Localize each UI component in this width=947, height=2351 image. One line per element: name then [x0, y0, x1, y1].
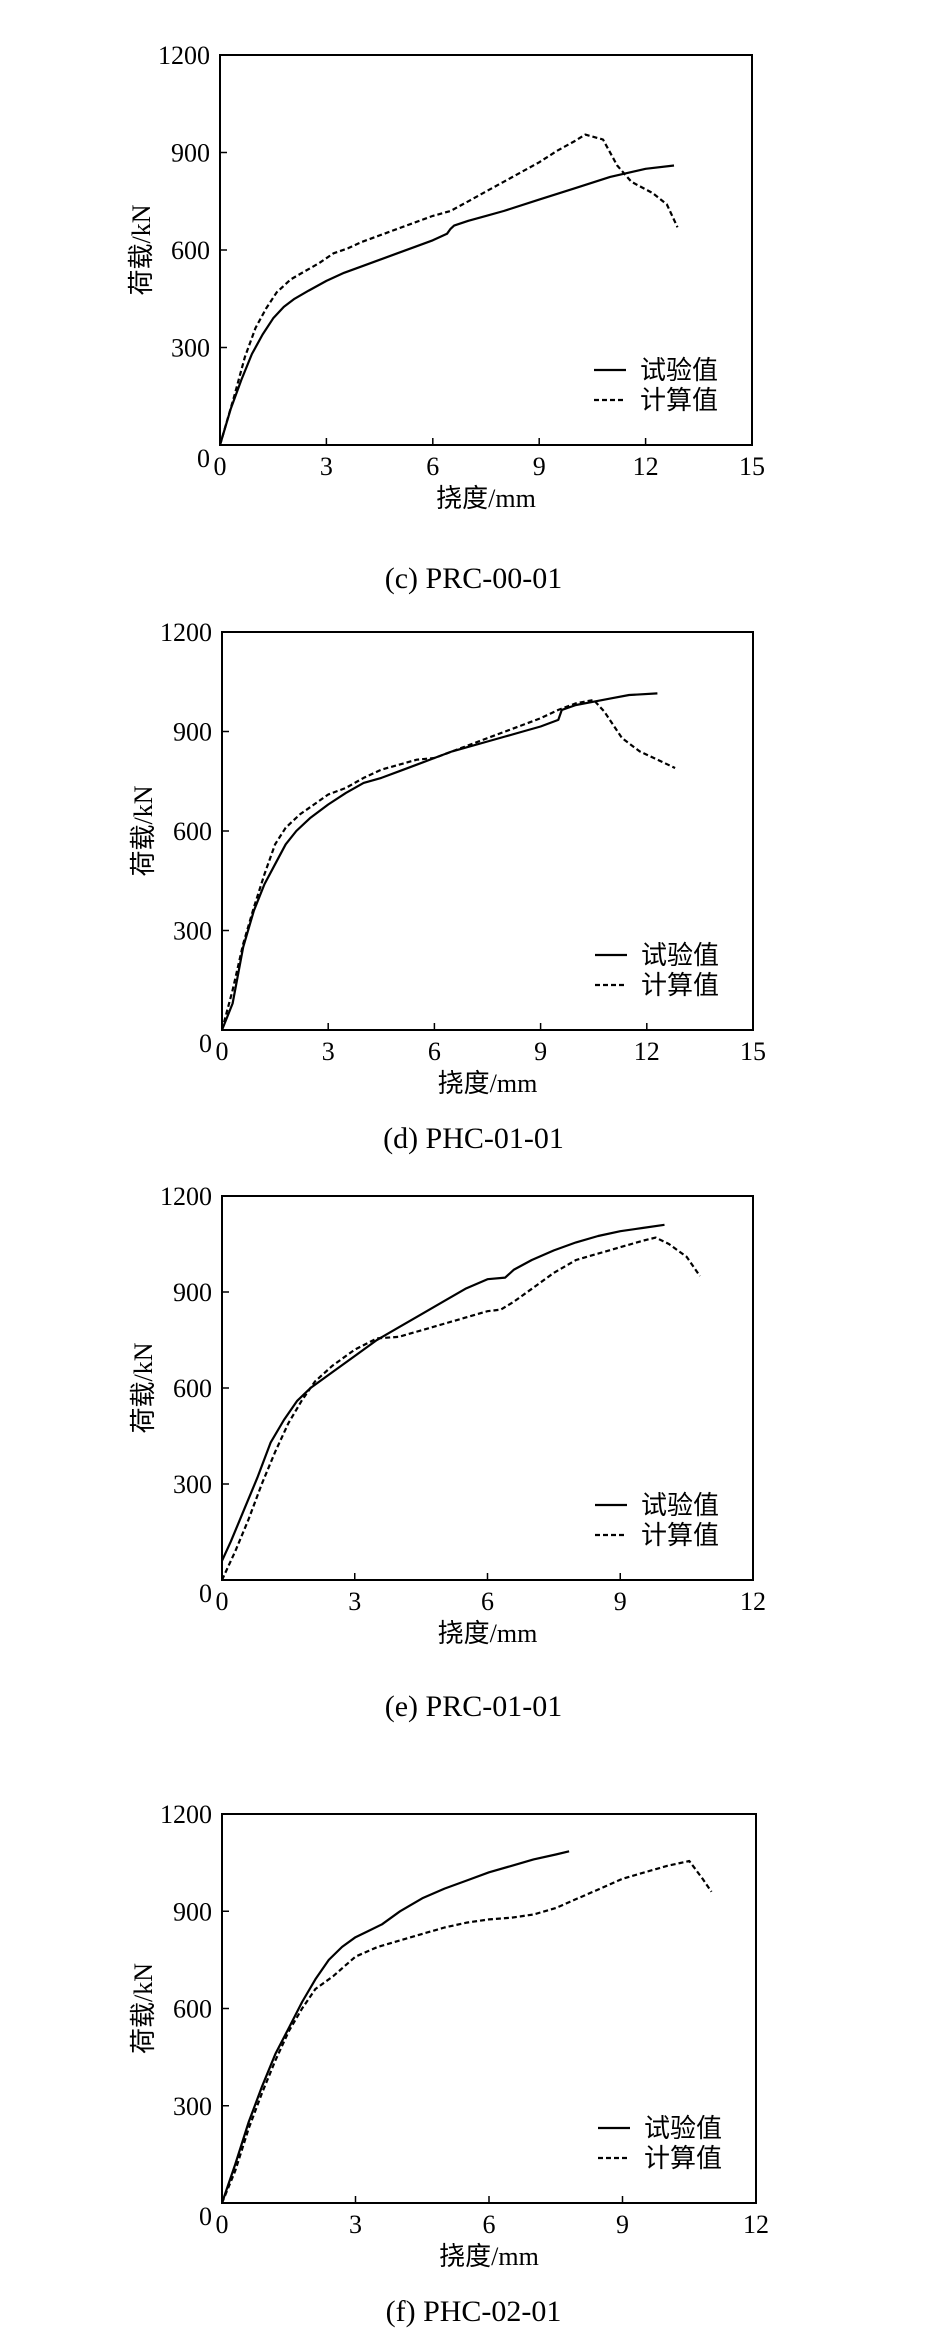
series-line-calc	[220, 698, 676, 1031]
y-tick-label: 0	[199, 2202, 212, 2231]
legend-label: 计算值	[644, 2144, 722, 2173]
x-tick-label: 6	[426, 452, 439, 481]
x-tick-label: 3	[322, 1037, 335, 1066]
y-axis-label: 荷载/kN	[127, 204, 156, 295]
legend-label: 计算值	[641, 971, 719, 1000]
x-tick-label: 9	[616, 2210, 629, 2239]
y-tick-label: 900	[173, 1278, 212, 1307]
series-line-test	[221, 1223, 665, 1562]
x-axis-label: 挠度/mm	[438, 1619, 538, 1648]
x-tick-label: 3	[349, 2210, 362, 2239]
x-tick-label: 9	[533, 452, 546, 481]
x-tick-label: 3	[348, 1587, 361, 1616]
legend-label: 试验值	[641, 941, 719, 970]
y-tick-label: 600	[173, 1995, 212, 2024]
x-tick-label: 0	[216, 1587, 229, 1616]
y-axis-label: 荷载/kN	[129, 785, 158, 876]
caption-c: (c) PRC-00-01	[384, 562, 563, 595]
y-tick-label: 900	[173, 1897, 212, 1926]
y-axis-label: 荷载/kN	[129, 1342, 158, 1433]
legend-label: 试验值	[644, 2114, 722, 2143]
x-tick-label: 6	[428, 1037, 441, 1066]
legend-label: 试验值	[641, 1491, 719, 1520]
y-tick-label: 1200	[160, 1800, 212, 1829]
y-tick-label: 0	[199, 1579, 212, 1608]
x-tick-label: 9	[614, 1587, 627, 1616]
y-tick-label: 300	[173, 2092, 212, 2121]
caption-d: (d) PHC-01-01	[383, 1122, 564, 1155]
x-axis-label: 挠度/mm	[439, 2242, 539, 2271]
x-axis-label: 挠度/mm	[436, 484, 536, 513]
y-tick-label: 1200	[160, 618, 212, 647]
y-tick-label: 900	[173, 718, 212, 747]
x-tick-label: 12	[634, 1037, 660, 1066]
y-axis-label: 荷载/kN	[129, 1963, 158, 2054]
x-tick-label: 15	[739, 452, 765, 481]
x-tick-label: 0	[216, 1037, 229, 1066]
y-tick-label: 0	[197, 444, 210, 473]
x-tick-label: 15	[740, 1037, 766, 1066]
caption-f: (f) PHC-02-01	[385, 2295, 562, 2328]
x-tick-label: 12	[743, 2210, 769, 2239]
x-tick-label: 12	[633, 452, 659, 481]
y-tick-label: 0	[199, 1029, 212, 1058]
x-tick-label: 12	[740, 1587, 766, 1616]
caption-e: (e) PRC-01-01	[384, 1690, 563, 1723]
x-tick-label: 3	[320, 452, 333, 481]
y-tick-label: 300	[173, 1470, 212, 1499]
y-tick-label: 1200	[158, 41, 210, 70]
y-tick-label: 600	[173, 1374, 212, 1403]
y-tick-label: 600	[171, 236, 210, 265]
legend-label: 计算值	[640, 386, 718, 415]
y-tick-label: 300	[171, 334, 210, 363]
series-line-test	[220, 1850, 570, 2204]
legend-label: 计算值	[641, 1521, 719, 1550]
legend-label: 试验值	[640, 356, 718, 385]
x-tick-label: 9	[534, 1037, 547, 1066]
y-tick-label: 1200	[160, 1182, 212, 1211]
x-tick-label: 0	[216, 2210, 229, 2239]
series-line-calc	[221, 1236, 701, 1581]
y-tick-label: 300	[173, 917, 212, 946]
series-line-calc	[218, 133, 679, 446]
x-tick-label: 6	[481, 1587, 494, 1616]
series-line-test	[220, 692, 658, 1031]
y-tick-label: 600	[173, 817, 212, 846]
y-tick-label: 900	[171, 139, 210, 168]
series-line-calc	[220, 1859, 713, 2204]
series-line-test	[218, 164, 675, 446]
x-axis-label: 挠度/mm	[438, 1069, 538, 1098]
x-tick-label: 6	[483, 2210, 496, 2239]
x-tick-label: 0	[214, 452, 227, 481]
